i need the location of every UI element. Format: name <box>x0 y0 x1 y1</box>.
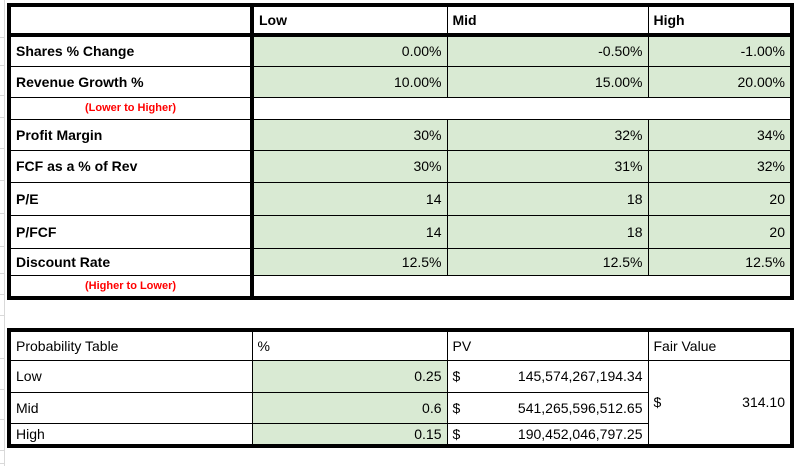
grid-line <box>0 273 5 274</box>
grid-line <box>0 450 5 451</box>
grid-line <box>0 213 5 214</box>
cell-pv-low[interactable]: $ 145,574,267,194.34 <box>446 359 649 393</box>
cell-header-pv[interactable]: PV <box>446 329 649 361</box>
row-prob-mid: Mid 0.6 $ 541,265,596,512.65 <box>8 391 792 424</box>
cell-label-profit-margin[interactable]: Profit Margin <box>8 118 254 151</box>
cell-header-fair-value[interactable]: Fair Value <box>647 329 793 361</box>
row-note-higher-to-lower: (Higher to Lower) <box>8 274 793 299</box>
fair-value-accounting-format: $ 314.10 <box>649 394 790 411</box>
cell-pe-mid[interactable]: 18 <box>446 181 649 216</box>
row-revenue-growth: Revenue Growth % 10.00% 15.00% 20.00% <box>8 65 793 98</box>
cell-fair-value[interactable]: $ 314.10 <box>647 359 793 447</box>
pv-mid-amount: 541,265,596,512.65 <box>517 399 643 416</box>
cell-label-high[interactable]: High <box>8 422 253 447</box>
cell-profit-margin-mid[interactable]: 32% <box>446 118 649 151</box>
grid-line <box>0 180 5 181</box>
cell-revenue-growth-low[interactable]: 10.00% <box>251 65 448 98</box>
cell-discount-rate-mid[interactable]: 12.5% <box>446 247 649 276</box>
grid-line <box>0 358 5 359</box>
cell-pfcf-mid[interactable]: 18 <box>446 214 649 249</box>
row-fcf-pct-rev: FCF as a % of Rev 30% 31% 32% <box>8 149 793 183</box>
dollar-sign: $ <box>653 394 662 411</box>
cell-pv-mid[interactable]: $ 541,265,596,512.65 <box>446 391 649 424</box>
dollar-sign: $ <box>452 425 461 442</box>
cell-revenue-growth-mid[interactable]: 15.00% <box>446 65 649 98</box>
dollar-sign: $ <box>452 399 461 416</box>
cell-shares-change-high[interactable]: -1.00% <box>647 34 793 67</box>
col-header-mid[interactable]: Mid <box>446 4 649 37</box>
assumptions-table: Low Mid High Shares % Change 0.00% -0.50… <box>7 3 794 300</box>
cell-note-higher-to-lower-fill[interactable] <box>251 274 793 299</box>
cell-revenue-growth-high[interactable]: 20.00% <box>647 65 793 98</box>
grid-line <box>0 419 5 420</box>
cell-corner-blank[interactable] <box>8 4 254 37</box>
cell-pfcf-low[interactable]: 14 <box>251 214 448 249</box>
cell-label-pe[interactable]: P/E <box>8 181 254 216</box>
row-discount-rate: Discount Rate 12.5% 12.5% 12.5% <box>8 247 793 276</box>
row-prob-high: High 0.15 $ 190,452,046,797.25 <box>8 422 792 447</box>
dollar-sign: $ <box>452 368 461 384</box>
grid-line <box>0 389 5 390</box>
grid-line <box>0 65 5 66</box>
pv-high-accounting-format: $ 190,452,046,797.25 <box>448 425 647 442</box>
cell-label-mid[interactable]: Mid <box>8 391 253 424</box>
cell-discount-rate-low[interactable]: 12.5% <box>251 247 448 276</box>
row-shares-change: Shares % Change 0.00% -0.50% -1.00% <box>8 34 793 67</box>
cell-fcf-pct-rev-mid[interactable]: 31% <box>446 149 649 183</box>
cell-pv-high[interactable]: $ 190,452,046,797.25 <box>446 422 649 447</box>
cell-discount-rate-high[interactable]: 12.5% <box>647 247 793 276</box>
pv-mid-accounting-format: $ 541,265,596,512.65 <box>448 399 647 416</box>
row-pe: P/E 14 18 20 <box>8 181 793 216</box>
cell-prob-mid[interactable]: 0.6 <box>251 391 448 424</box>
cell-prob-low[interactable]: 0.25 <box>251 359 448 393</box>
grid-line <box>0 117 5 118</box>
cell-label-fcf-pct-rev[interactable]: FCF as a % of Rev <box>8 149 254 183</box>
cell-label-revenue-growth[interactable]: Revenue Growth % <box>8 65 254 98</box>
row-pfcf: P/FCF 14 18 20 <box>8 214 793 249</box>
cell-shares-change-mid[interactable]: -0.50% <box>446 34 649 67</box>
grid-line <box>0 246 5 247</box>
cell-pe-high[interactable]: 20 <box>647 181 793 216</box>
pv-low-accounting-format: $ 145,574,267,194.34 <box>448 368 647 384</box>
assumptions-header-row: Low Mid High <box>8 4 793 37</box>
row-note-lower-to-higher: (Lower to Higher) <box>8 96 793 120</box>
pv-low-amount: 145,574,267,194.34 <box>517 368 643 384</box>
pv-high-amount: 190,452,046,797.25 <box>517 425 643 442</box>
grid-line <box>0 463 5 464</box>
cell-pfcf-high[interactable]: 20 <box>647 214 793 249</box>
col-header-high[interactable]: High <box>647 4 793 37</box>
cell-profit-margin-low[interactable]: 30% <box>251 118 448 151</box>
cell-fcf-pct-rev-high[interactable]: 32% <box>647 149 793 183</box>
col-header-low[interactable]: Low <box>251 4 448 37</box>
cell-note-lower-to-higher-fill[interactable] <box>251 96 793 120</box>
cell-label-shares-change[interactable]: Shares % Change <box>8 34 254 67</box>
probability-table: Probability Table % PV Fair Value Low 0.… <box>7 328 794 448</box>
cell-profit-margin-high[interactable]: 34% <box>647 118 793 151</box>
row-prob-low: Low 0.25 $ 145,574,267,194.34 $ 314.10 <box>8 359 793 447</box>
cell-header-probability-table[interactable]: Probability Table <box>8 329 253 361</box>
cell-note-lower-to-higher[interactable]: (Lower to Higher) <box>8 96 254 120</box>
cell-prob-high[interactable]: 0.15 <box>251 422 448 447</box>
cell-pe-low[interactable]: 14 <box>251 181 448 216</box>
cell-shares-change-low[interactable]: 0.00% <box>251 34 448 67</box>
cell-label-discount-rate[interactable]: Discount Rate <box>8 247 254 276</box>
cell-fcf-pct-rev-low[interactable]: 30% <box>251 149 448 183</box>
cell-note-higher-to-lower[interactable]: (Higher to Lower) <box>8 274 254 299</box>
probability-header-row: Probability Table % PV Fair Value <box>8 329 793 361</box>
grid-line <box>4 0 5 466</box>
cell-header-pct[interactable]: % <box>251 329 448 361</box>
row-profit-margin: Profit Margin 30% 32% 34% <box>8 118 793 151</box>
fair-value-amount: 314.10 <box>742 394 785 411</box>
grid-line <box>0 315 5 316</box>
grid-line <box>0 95 5 96</box>
grid-line <box>0 294 5 295</box>
grid-line <box>0 37 5 38</box>
grid-line <box>0 148 5 149</box>
cell-label-pfcf[interactable]: P/FCF <box>8 214 254 249</box>
cell-label-low[interactable]: Low <box>8 359 253 393</box>
